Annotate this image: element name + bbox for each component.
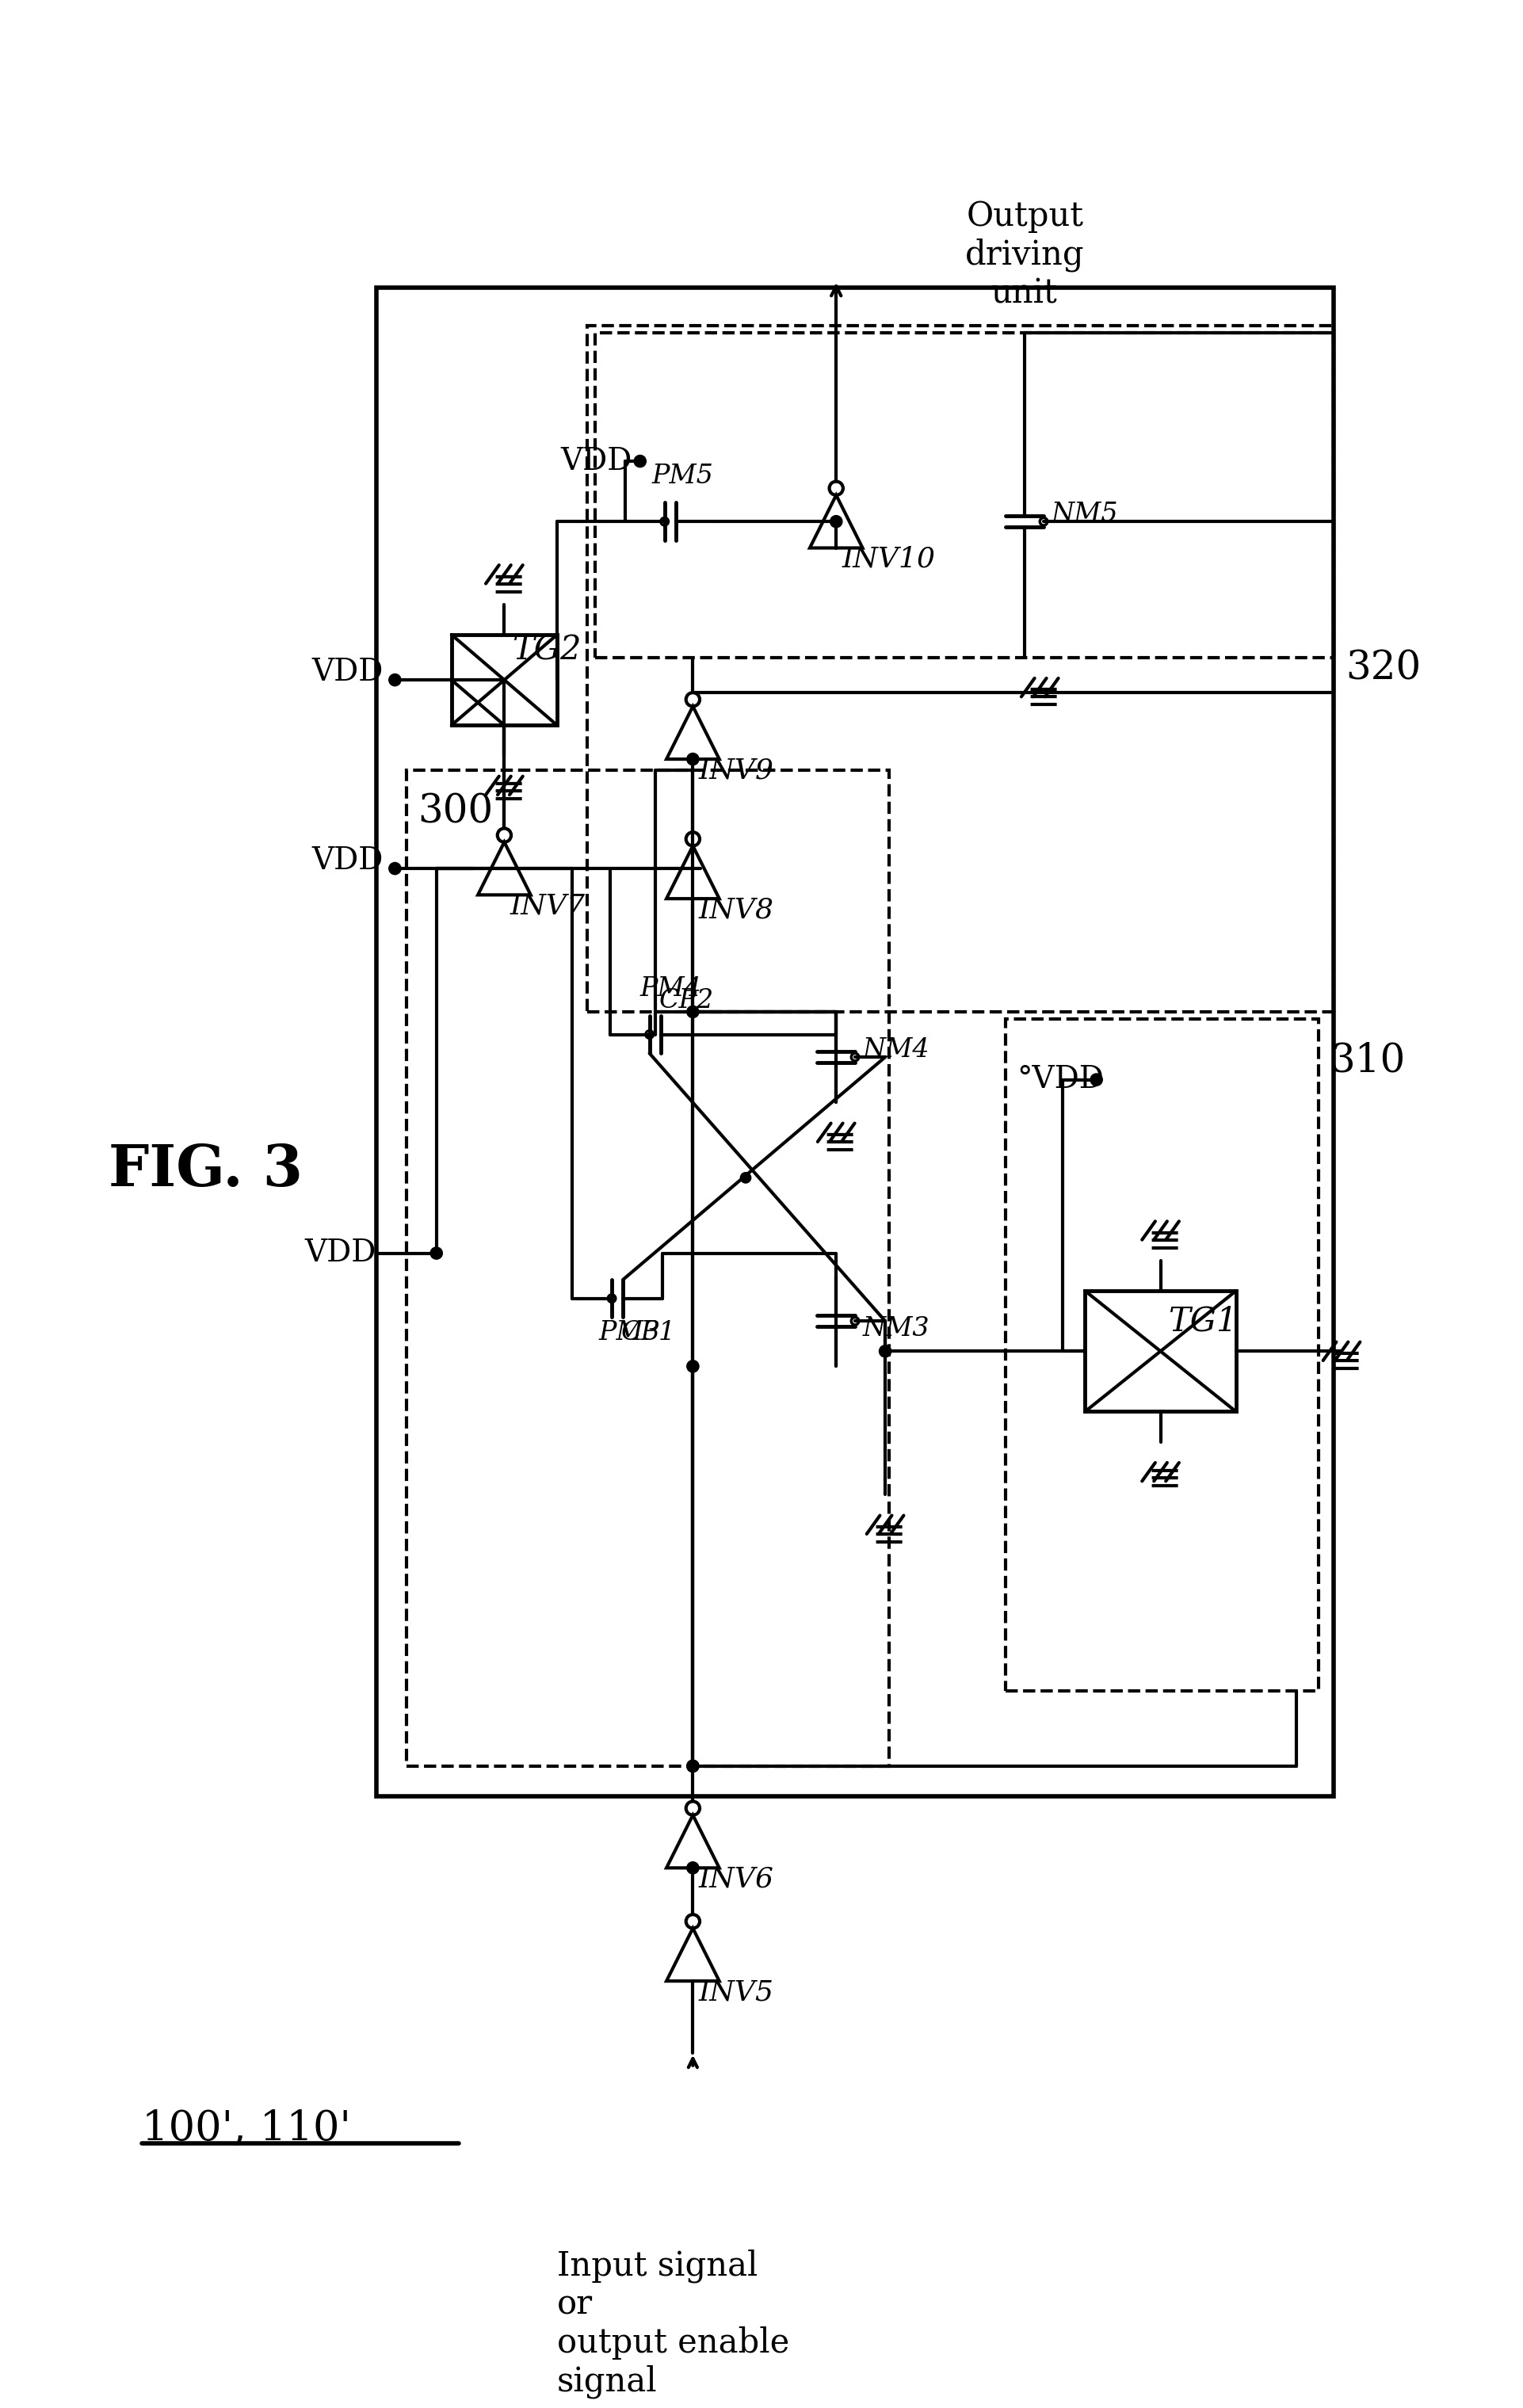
Text: ≡: ≡ bbox=[822, 1125, 857, 1163]
Text: TG1: TG1 bbox=[1168, 1305, 1237, 1339]
Bar bbox=[376, 287, 1334, 1796]
Bar bbox=[451, 636, 557, 725]
Bar bbox=[595, 332, 1334, 657]
Text: ≡: ≡ bbox=[871, 1515, 906, 1556]
Text: INV9: INV9 bbox=[699, 756, 774, 785]
Text: VDD: VDD bbox=[312, 845, 384, 877]
Text: PM4: PM4 bbox=[640, 978, 702, 1002]
Circle shape bbox=[687, 754, 699, 766]
Text: INV6: INV6 bbox=[699, 1866, 774, 1893]
Text: Input signal
or
output enable
signal: Input signal or output enable signal bbox=[557, 2249, 789, 2398]
Text: PM3: PM3 bbox=[599, 1320, 661, 1346]
Text: INV8: INV8 bbox=[699, 896, 774, 922]
Circle shape bbox=[687, 1007, 699, 1019]
Circle shape bbox=[687, 1861, 699, 1873]
Text: FIG. 3: FIG. 3 bbox=[108, 1141, 303, 1199]
Text: NM3: NM3 bbox=[862, 1315, 929, 1341]
Text: PM5: PM5 bbox=[652, 465, 713, 489]
Text: 310: 310 bbox=[1330, 1040, 1406, 1081]
Circle shape bbox=[830, 515, 842, 527]
Text: INV10: INV10 bbox=[842, 547, 935, 573]
Text: TG2: TG2 bbox=[512, 633, 582, 667]
Text: VDD: VDD bbox=[312, 657, 384, 686]
Text: 320: 320 bbox=[1345, 650, 1421, 689]
Circle shape bbox=[388, 674, 401, 686]
Text: INV7: INV7 bbox=[510, 893, 586, 920]
Circle shape bbox=[740, 1173, 751, 1182]
Text: ≡: ≡ bbox=[1328, 1341, 1363, 1382]
Text: NM4: NM4 bbox=[862, 1038, 929, 1062]
Text: CP1: CP1 bbox=[621, 1320, 676, 1346]
Text: INV5: INV5 bbox=[699, 1979, 774, 2006]
Text: VDD: VDD bbox=[560, 445, 632, 477]
Bar bbox=[588, 325, 1334, 1011]
Text: Output
driving
unit: Output driving unit bbox=[966, 200, 1084, 311]
Text: ≡: ≡ bbox=[490, 773, 525, 814]
Text: 100', 110': 100', 110' bbox=[142, 2107, 352, 2148]
Circle shape bbox=[431, 1247, 443, 1259]
Bar bbox=[1005, 1019, 1319, 1690]
Text: CP2: CP2 bbox=[659, 987, 714, 1014]
Circle shape bbox=[1090, 1074, 1103, 1086]
Text: ≡: ≡ bbox=[1147, 1459, 1182, 1500]
Text: ≡: ≡ bbox=[1027, 679, 1062, 720]
Text: ≡: ≡ bbox=[1147, 1221, 1182, 1262]
Text: 300: 300 bbox=[417, 792, 493, 831]
Text: VDD: VDD bbox=[305, 1238, 376, 1269]
Circle shape bbox=[388, 862, 401, 874]
Circle shape bbox=[687, 1760, 699, 1772]
Circle shape bbox=[879, 1346, 891, 1358]
Circle shape bbox=[687, 1760, 699, 1772]
Circle shape bbox=[634, 455, 646, 467]
Text: ≡: ≡ bbox=[490, 566, 525, 607]
Bar bbox=[1084, 1291, 1237, 1411]
Circle shape bbox=[687, 1361, 699, 1373]
Text: NM5: NM5 bbox=[1051, 501, 1118, 527]
Bar bbox=[407, 771, 889, 1765]
Text: °VDD: °VDD bbox=[1017, 1064, 1104, 1093]
